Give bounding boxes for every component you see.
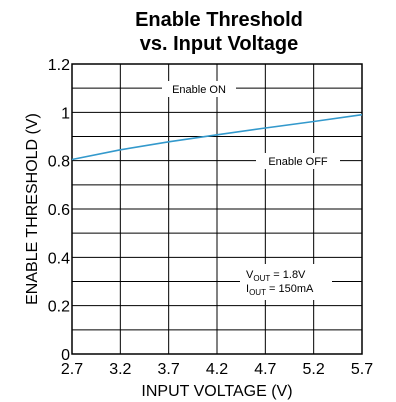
- chart-title-line2: vs. Input Voltage: [140, 33, 299, 55]
- vout-symbol: V: [246, 269, 254, 281]
- grid: [71, 63, 363, 355]
- iout-subscript: OUT: [249, 288, 266, 297]
- vout-value: = 1.8V: [270, 269, 306, 281]
- iout-value: = 150mA: [266, 283, 314, 295]
- x-tick-label: 5.7: [351, 361, 373, 378]
- x-tick-label: 3.7: [158, 361, 180, 378]
- x-tick-label: 2.7: [61, 361, 83, 378]
- y-tick-label: 0.6: [48, 202, 70, 219]
- y-tick-label: 0: [61, 347, 70, 364]
- series-group: [71, 113, 363, 161]
- y-tick-label: 1: [61, 105, 70, 122]
- y-axis-label: ENABLE THRESHOLD (V): [24, 113, 41, 305]
- y-tick-labels: 0 0.2 0.4 0.6 0.8 1 1.2: [48, 57, 70, 364]
- y-tick-label: 1.2: [48, 57, 70, 74]
- vout-subscript: OUT: [253, 274, 270, 283]
- conditions-box: [240, 264, 332, 300]
- iout-symbol: I: [246, 283, 249, 295]
- y-tick-label: 0.2: [48, 299, 70, 316]
- x-tick-label: 5.2: [303, 361, 325, 378]
- chart-title-line1: Enable Threshold: [135, 9, 303, 31]
- x-tick-labels: 2.7 3.2 3.7 4.2 4.7 5.2 5.7: [61, 361, 373, 378]
- condition-iout: IOUT = 150mA: [246, 283, 314, 297]
- condition-vout: VOUT = 1.8V: [246, 269, 306, 283]
- x-tick-label: 4.7: [254, 361, 276, 378]
- x-axis-label: INPUT VOLTAGE (V): [141, 383, 292, 400]
- enable-off-label-bg: [256, 153, 340, 169]
- enable-off-label: Enable OFF: [268, 156, 328, 168]
- y-tick-label: 0.8: [48, 154, 70, 171]
- x-tick-label: 4.2: [206, 361, 228, 378]
- enable-on-label-bg: [162, 81, 236, 97]
- plot-frame: [71, 63, 363, 355]
- x-tick-label: 3.2: [109, 361, 131, 378]
- y-tick-label: 0.4: [48, 250, 70, 267]
- enable-on-label: Enable ON: [172, 84, 226, 96]
- series-line: [71, 113, 363, 161]
